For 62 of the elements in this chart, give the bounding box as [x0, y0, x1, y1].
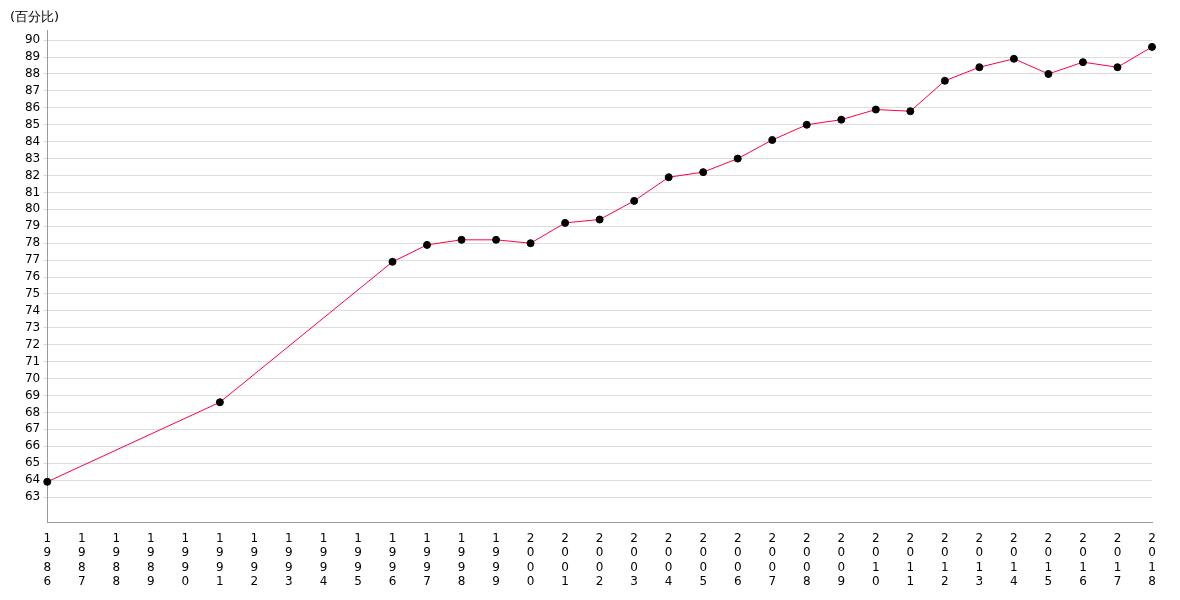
x-tick-label: 2016 — [1079, 530, 1087, 588]
x-tick-label: 2011 — [906, 530, 915, 588]
x-tick-label: 2006 — [733, 530, 742, 588]
x-tick-label: 2000 — [526, 530, 535, 588]
y-tick-label: 63 — [24, 489, 41, 504]
x-tick-label: 2010 — [872, 530, 880, 588]
y-tick-label: 88 — [24, 66, 41, 81]
y-tick-label: 68 — [24, 404, 41, 419]
x-tick-label: 2015 — [1044, 530, 1053, 588]
x-tick-label: 1993 — [285, 530, 293, 588]
x-tick-label: 2009 — [837, 530, 846, 588]
y-tick-label: 83 — [24, 150, 41, 165]
y-tick-label: 82 — [24, 167, 41, 182]
x-tick-label: 2013 — [975, 530, 984, 588]
x-tick-label: 1994 — [319, 530, 328, 588]
x-tick-label: 2002 — [595, 530, 604, 588]
y-tick-label: 77 — [24, 252, 41, 267]
y-tick-label: 79 — [24, 218, 41, 233]
y-tick-label: 86 — [24, 99, 41, 114]
y-tick-label: 65 — [24, 455, 41, 470]
x-tick-label: 2018 — [1148, 530, 1156, 588]
x-tick-label: 1986 — [43, 530, 52, 588]
y-tick-label: 64 — [24, 472, 41, 487]
y-tick-label: 81 — [24, 184, 41, 199]
x-tick-label: 1990 — [181, 530, 190, 588]
y-tick-label: 74 — [24, 303, 41, 318]
y-tick-label: 89 — [24, 49, 41, 64]
x-tick-label: 2008 — [802, 530, 811, 588]
y-tick-label: 66 — [24, 438, 41, 453]
x-tick-label: 1991 — [216, 530, 224, 588]
x-tick-label: 1992 — [250, 530, 259, 588]
y-tick-label: 76 — [24, 269, 41, 284]
x-tick-label: 2017 — [1113, 530, 1122, 588]
y-tick-label: 75 — [24, 286, 41, 301]
y-tick-label: 80 — [24, 201, 41, 216]
y-tick-label: 78 — [24, 235, 41, 250]
x-tick-label: 1999 — [492, 530, 500, 588]
x-tick-label: 2003 — [630, 530, 638, 588]
y-axis-title: (百分比) — [10, 8, 60, 26]
x-tick-label: 2012 — [941, 530, 949, 588]
x-tick-label: 1998 — [457, 530, 466, 588]
x-tick-label: 1987 — [77, 530, 86, 588]
x-tick-label: 1996 — [388, 530, 397, 588]
x-tick-label: 1997 — [423, 530, 431, 588]
y-tick-label: 90 — [24, 32, 41, 47]
y-tick-label: 67 — [24, 421, 41, 436]
y-tick-label: 72 — [24, 336, 41, 351]
y-tick-label: 71 — [24, 353, 41, 368]
x-tick-label: 1995 — [354, 530, 362, 588]
y-tick-label: 87 — [24, 83, 41, 98]
y-tick-label: 69 — [24, 387, 41, 402]
x-tick-label: 2007 — [768, 530, 777, 588]
x-tick-label: 2005 — [699, 530, 708, 588]
y-tick-label: 70 — [24, 370, 41, 385]
x-tick-label: 1988 — [112, 530, 121, 588]
x-tick-label: 2001 — [561, 530, 569, 588]
x-tick-label: 1989 — [147, 530, 155, 588]
y-tick-label: 85 — [24, 116, 41, 131]
x-tick-label: 2014 — [1010, 530, 1018, 588]
y-tick-label: 84 — [24, 133, 41, 148]
x-tick-label: 2004 — [664, 530, 673, 588]
y-tick-label: 73 — [24, 319, 41, 334]
